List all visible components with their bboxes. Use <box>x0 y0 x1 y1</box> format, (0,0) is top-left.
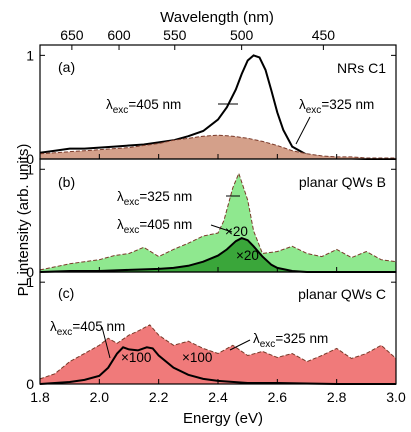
top-tick-label-0: 650 <box>60 27 84 43</box>
panel-2-ytick-label-0: 0 <box>26 376 34 392</box>
x-tick-label-4: 2.6 <box>268 389 288 405</box>
panel-c-title: planar QWs C <box>298 286 386 302</box>
panel-2-series-0-area <box>40 324 396 384</box>
annotation-c-325: λexc=325 nm <box>253 331 328 350</box>
svg-text:λexc=405 nm: λexc=405 nm <box>106 97 181 116</box>
panel-1-ytick-label-1: 1 <box>26 161 34 177</box>
panel-0-series-1-area <box>40 135 396 159</box>
top-tick-label-1: 600 <box>107 27 131 43</box>
x-tick-label-6: 3.0 <box>386 389 406 405</box>
panel-0-ytick-label-1: 1 <box>26 47 34 63</box>
svg-text:λexc=325 nm: λexc=325 nm <box>253 331 328 350</box>
annotation-c-x100-right: ×100 <box>182 350 212 365</box>
annotation-a-405: λexc=405 nm <box>106 97 181 116</box>
panel-b-tag: (b) <box>58 174 75 190</box>
top-tick-label-2: 550 <box>163 27 187 43</box>
panel-2-ytick-label-1: 1 <box>26 274 34 290</box>
annotation-b-x20-bottom: ×20 <box>236 248 259 263</box>
y-axis-title: PL intensity (arb. units) <box>15 144 32 297</box>
x-tick-label-1: 2.0 <box>90 389 110 405</box>
annotation-c-405: λexc=405 nm <box>50 319 125 338</box>
annotation-b-405: λexc=405 nm <box>117 217 192 236</box>
annotation-b-325: λexc=325 nm <box>117 189 192 208</box>
top-tick-label-4: 450 <box>312 27 336 43</box>
x-tick-label-5: 2.8 <box>327 389 347 405</box>
x-tick-label-3: 2.4 <box>208 389 228 405</box>
x-tick-label-0: 1.8 <box>30 389 50 405</box>
panel-1-ytick-label-0: 0 <box>26 264 34 280</box>
svg-text:λexc=405 nm: λexc=405 nm <box>50 319 125 338</box>
panel-0-series-0-line <box>39 54 396 160</box>
top-axis-title: Wavelength (nm) <box>160 9 274 26</box>
top-tick-label-3: 500 <box>230 27 254 43</box>
x-axis-title: Energy (eV) <box>183 410 263 427</box>
panel-a-title: NRs C1 <box>337 60 386 76</box>
panel-c-tag: (c) <box>58 285 74 301</box>
svg-text:λexc=325 nm: λexc=325 nm <box>117 189 192 208</box>
panel-b-title: planar QWs B <box>299 174 386 190</box>
annotation-c-x100-left: ×100 <box>121 350 151 365</box>
annotation-arrows <box>101 103 311 359</box>
svg-text:λexc=405 nm: λexc=405 nm <box>117 217 192 236</box>
panel-1-series-1-line <box>39 237 396 273</box>
svg-text:λexc=325 nm: λexc=325 nm <box>299 97 374 116</box>
annotation-a-325: λexc=325 nm <box>299 97 374 116</box>
annotation-b-x20-top: ×20 <box>225 224 248 239</box>
panel-2-series-1-line <box>39 346 396 385</box>
panel-1-series-1-area <box>40 238 396 272</box>
panel-2-series-0-line <box>39 324 397 380</box>
panel-0-ytick-label-0: 0 <box>26 151 34 167</box>
x-tick-label-2: 2.2 <box>149 389 169 405</box>
panel-1-series-0-area <box>40 173 396 272</box>
panel-a-tag: (a) <box>58 59 75 75</box>
panel-1-series-0-line <box>39 171 397 271</box>
